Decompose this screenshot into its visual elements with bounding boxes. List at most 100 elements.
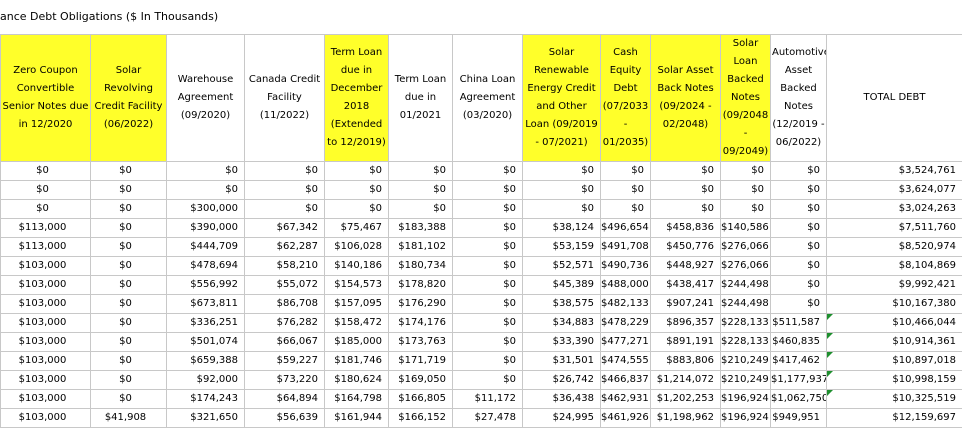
table-cell: $158,472: [325, 314, 389, 333]
cell-value: $3,524,761: [899, 165, 962, 176]
cell-value: $174,243: [190, 393, 244, 404]
table-cell: $0: [601, 162, 651, 181]
header-cell: China Loan Agreement (03/2020): [453, 35, 523, 162]
table-cell: $0: [651, 162, 721, 181]
table-cell: $180,624: [325, 371, 389, 390]
cell-value: $76,282: [277, 317, 324, 328]
cell-value: $0: [807, 241, 826, 252]
table-cell: $276,066: [721, 238, 771, 257]
cell-value: $7,511,760: [899, 222, 962, 233]
table-cell: $244,498: [721, 295, 771, 314]
cell-value: $0: [751, 203, 770, 214]
table-row: $103,000$0$501,074$66,067$185,000$173,76…: [1, 333, 962, 352]
header-cell: TOTAL DEBT: [827, 35, 962, 162]
table-row: $103,000$0$174,243$64,894$164,798$166,80…: [1, 390, 962, 409]
cell-value: $0: [305, 184, 324, 195]
table-cell: $0: [389, 181, 453, 200]
table-cell: $0: [91, 257, 167, 276]
cell-value: $0: [631, 203, 650, 214]
cell-value: $113,000: [19, 241, 73, 252]
table-cell: $173,763: [389, 333, 453, 352]
table-cell: $103,000: [1, 409, 91, 428]
table-cell: $10,897,018: [827, 352, 962, 371]
cell-value: $0: [119, 279, 138, 290]
table-cell: $276,066: [721, 257, 771, 276]
table-row: $103,000$0$92,000$73,220$180,624$169,050…: [1, 371, 962, 390]
table-cell: $36,438: [523, 390, 601, 409]
cell-value: $0: [581, 184, 600, 195]
header-cell: Solar Renewable Energy Credit and Other …: [523, 35, 601, 162]
table-cell: $478,229: [601, 314, 651, 333]
cell-value: $210,249: [721, 374, 771, 385]
table-cell: $58,210: [245, 257, 325, 276]
table-cell: $75,467: [325, 219, 389, 238]
table-cell: $0: [453, 257, 523, 276]
table-cell: $38,575: [523, 295, 601, 314]
cell-value: $0: [119, 298, 138, 309]
table-cell: $460,835: [771, 333, 827, 352]
cell-value: $36,438: [553, 393, 600, 404]
cell-value: $180,734: [398, 260, 452, 271]
cell-value: $140,186: [334, 260, 388, 271]
cell-value: $45,389: [553, 279, 600, 290]
header-cell: Canada Credit Facility (11/2022): [245, 35, 325, 162]
header-cell: Cash Equity Debt (07/2033 - 01/2035): [601, 35, 651, 162]
cell-value: $8,520,974: [899, 241, 962, 252]
table-cell: $501,074: [167, 333, 245, 352]
table-cell: $0: [91, 181, 167, 200]
cell-value: $0: [119, 374, 138, 385]
cell-value: $0: [503, 184, 522, 195]
cell-value: $86,708: [277, 298, 324, 309]
cell-value: $444,709: [190, 241, 244, 252]
table-cell: $896,357: [651, 314, 721, 333]
table-cell: $103,000: [1, 352, 91, 371]
table-cell: $321,650: [167, 409, 245, 428]
cell-value: $460,835: [772, 336, 826, 347]
cell-value: $140,586: [721, 222, 771, 233]
cell-value: $0: [225, 165, 244, 176]
table-cell: $64,894: [245, 390, 325, 409]
table-cell: $0: [389, 200, 453, 219]
cell-value: $0: [503, 336, 522, 347]
cell-value: $8,104,869: [899, 260, 962, 271]
cell-value: $1,202,253: [657, 393, 720, 404]
table-cell: $26,742: [523, 371, 601, 390]
cell-value: $33,390: [553, 336, 600, 347]
cell-value: $417,462: [772, 355, 826, 366]
table-cell: $103,000: [1, 371, 91, 390]
table-cell: $178,820: [389, 276, 453, 295]
cell-value: $0: [36, 184, 55, 195]
table-cell: $0: [167, 181, 245, 200]
table-cell: $73,220: [245, 371, 325, 390]
table-cell: $12,159,697: [827, 409, 962, 428]
table-cell: $41,908: [91, 409, 167, 428]
table-cell: $0: [245, 200, 325, 219]
table-cell: $0: [325, 162, 389, 181]
table-cell: $169,050: [389, 371, 453, 390]
cell-value: $58,210: [277, 260, 324, 271]
cell-value: $244,498: [721, 279, 771, 290]
table-row: $103,000$0$673,811$86,708$157,095$176,29…: [1, 295, 962, 314]
cell-value: $488,000: [601, 279, 651, 290]
table-cell: $181,102: [389, 238, 453, 257]
cell-value: $62,287: [277, 241, 324, 252]
table-cell: $478,694: [167, 257, 245, 276]
table-body: $0$0$0$0$0$0$0$0$0$0$0$0$3,524,761$0$0$0…: [1, 162, 962, 428]
table-cell: $336,251: [167, 314, 245, 333]
cell-value: $178,820: [398, 279, 452, 290]
table-cell: $10,914,361: [827, 333, 962, 352]
cell-value: $0: [433, 184, 452, 195]
cell-value: $0: [807, 222, 826, 233]
cell-value: $113,000: [19, 222, 73, 233]
table-cell: $0: [91, 276, 167, 295]
cell-value: $0: [807, 165, 826, 176]
header-cell: Solar Revolving Credit Facility (06/2022…: [91, 35, 167, 162]
table-cell: $34,883: [523, 314, 601, 333]
cell-value: $0: [581, 203, 600, 214]
cell-value: $11,172: [475, 393, 522, 404]
table-cell: $196,924: [721, 390, 771, 409]
table-cell: $1,062,750: [771, 390, 827, 409]
cell-value: $0: [433, 203, 452, 214]
cell-value: $73,220: [277, 374, 324, 385]
table-cell: $0: [91, 333, 167, 352]
